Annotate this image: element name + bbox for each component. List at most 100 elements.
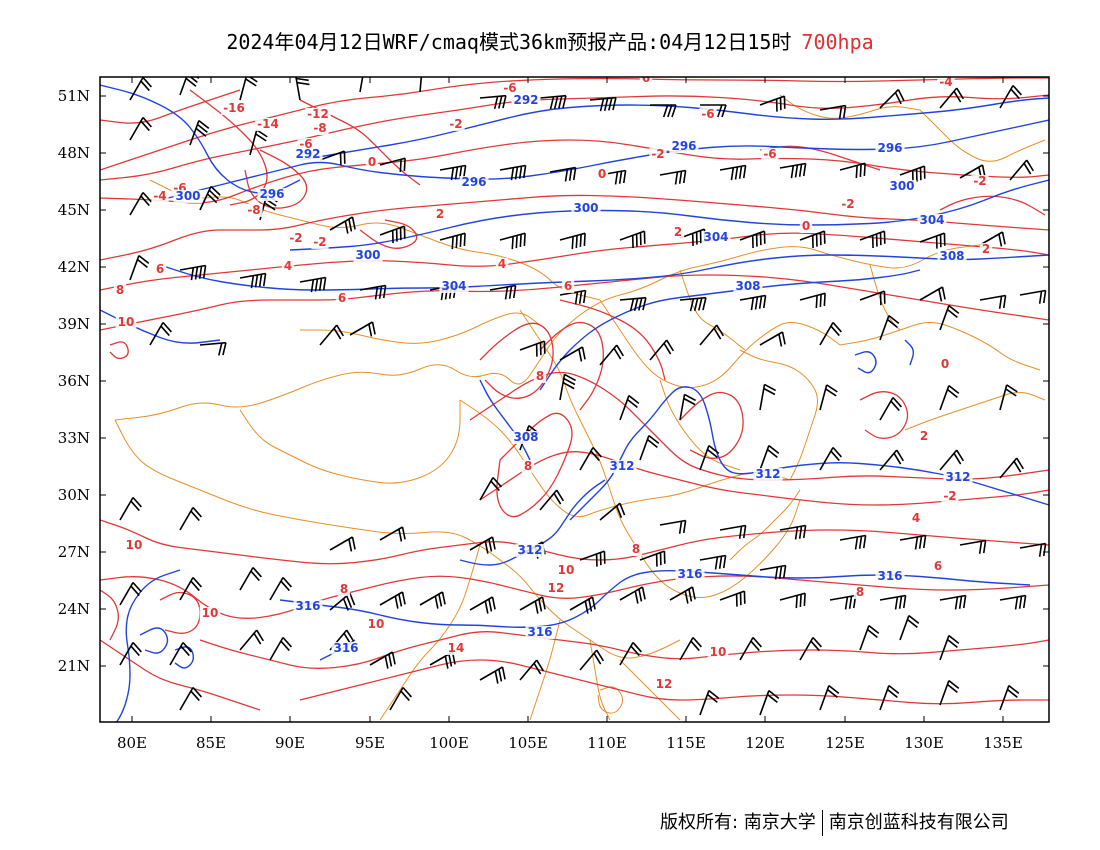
wind-barb xyxy=(419,77,423,93)
wind-barb xyxy=(179,576,202,601)
wind-barb xyxy=(319,324,345,346)
height-label: 316 xyxy=(677,567,702,581)
temperature-label: 6 xyxy=(934,559,942,573)
temperature-label: 4 xyxy=(498,257,506,271)
wind-barb xyxy=(779,162,807,179)
wind-barb xyxy=(669,586,696,604)
wind-barb xyxy=(199,341,227,356)
wind-barb xyxy=(419,591,446,609)
temperature-contour xyxy=(299,659,1049,705)
wind-barb xyxy=(839,162,866,179)
temperature-label: -2 xyxy=(289,231,302,245)
wind-barb xyxy=(979,294,1007,309)
lat-label: 48N xyxy=(58,144,90,162)
wind-barb xyxy=(639,550,666,567)
wind-barb xyxy=(179,264,207,281)
temperature-label: 8 xyxy=(536,369,544,383)
wind-barb xyxy=(489,284,517,300)
lon-label: 125E xyxy=(825,734,865,752)
wind-barb xyxy=(939,634,960,661)
boundary-line xyxy=(599,299,841,388)
wind-barb xyxy=(759,444,780,471)
temperature-label: -6 xyxy=(763,147,776,161)
height-contour xyxy=(854,351,877,374)
wind-barb xyxy=(699,444,720,471)
height-label: 300 xyxy=(355,248,380,262)
wind-barb xyxy=(189,119,210,146)
wind-barb xyxy=(759,383,777,411)
temperature-label: 8 xyxy=(632,542,640,556)
wind-barb xyxy=(649,339,675,361)
wind-barb xyxy=(939,449,965,471)
wind-barb xyxy=(379,225,406,244)
temperature-label: 10 xyxy=(368,617,385,631)
temperature-contour xyxy=(100,77,1049,171)
wind-barb xyxy=(1019,542,1047,557)
wind-barb xyxy=(939,87,965,109)
temperature-contour xyxy=(469,371,1049,481)
wind-barb xyxy=(329,592,356,611)
temperature-label: 2 xyxy=(674,225,682,239)
wind-barb xyxy=(319,150,346,166)
temperature-label: -12 xyxy=(307,107,329,121)
lon-label: 115E xyxy=(666,734,706,752)
lat-label: 24N xyxy=(58,600,90,618)
wind-barb xyxy=(799,230,826,249)
lat-label: 45N xyxy=(58,201,90,219)
height-label: 316 xyxy=(333,641,358,655)
wind-barb xyxy=(619,641,642,666)
height-contour xyxy=(115,569,181,722)
wind-barb xyxy=(799,636,822,661)
boundary-line xyxy=(519,309,801,598)
lon-label: 110E xyxy=(587,734,627,752)
temperature-contour xyxy=(100,519,1049,565)
wind-barb xyxy=(129,77,152,101)
temperature-contour xyxy=(109,341,129,360)
temperature-contour xyxy=(100,139,1049,204)
wind-barb xyxy=(759,689,780,716)
wind-barb xyxy=(579,649,605,671)
wind-barb xyxy=(899,614,920,641)
wind-barb xyxy=(829,594,857,610)
lon-label: 130E xyxy=(904,734,944,752)
wind-barb xyxy=(639,434,660,461)
temperature-label: 8 xyxy=(856,585,864,599)
temperature-label: -2 xyxy=(943,489,956,503)
lon-label: 95E xyxy=(355,734,385,752)
wind-barb xyxy=(479,666,506,684)
temperature-label: 10 xyxy=(118,315,135,329)
height-label: 292 xyxy=(295,147,320,161)
height-label: 304 xyxy=(703,230,728,244)
height-contour xyxy=(539,269,921,391)
height-label: 296 xyxy=(877,141,902,155)
temperature-label: 8 xyxy=(340,582,348,596)
wind-barb xyxy=(779,524,807,540)
wind-barb xyxy=(719,590,746,607)
temperature-label: 2 xyxy=(920,429,928,443)
wind-barb xyxy=(589,96,617,112)
height-label: 300 xyxy=(889,179,914,193)
wind-barb xyxy=(659,169,687,185)
wind-barb xyxy=(919,286,946,302)
height-label: 316 xyxy=(527,625,552,639)
temperature-label: 0 xyxy=(368,155,376,169)
temperature-contour xyxy=(100,194,1049,261)
wind-barb xyxy=(679,296,707,312)
wind-barb xyxy=(269,636,292,661)
wind-barb xyxy=(119,496,142,521)
temperature-label: 0 xyxy=(941,357,949,371)
wind-barb xyxy=(699,689,720,716)
temperature-label: 10 xyxy=(126,538,143,552)
wind-barb xyxy=(269,576,292,601)
temperature-contour xyxy=(496,412,573,518)
temperature-label: -6 xyxy=(299,137,312,151)
wind-barb xyxy=(249,129,268,156)
height-contour xyxy=(100,309,221,344)
copyright-text: 版权所有: 南京大学 xyxy=(660,812,816,833)
wind-barb xyxy=(779,592,806,609)
temperature-label: 10 xyxy=(202,606,219,620)
height-label: 292 xyxy=(513,93,538,107)
wind-barb xyxy=(179,686,202,711)
temperature-label: -6 xyxy=(701,107,714,121)
